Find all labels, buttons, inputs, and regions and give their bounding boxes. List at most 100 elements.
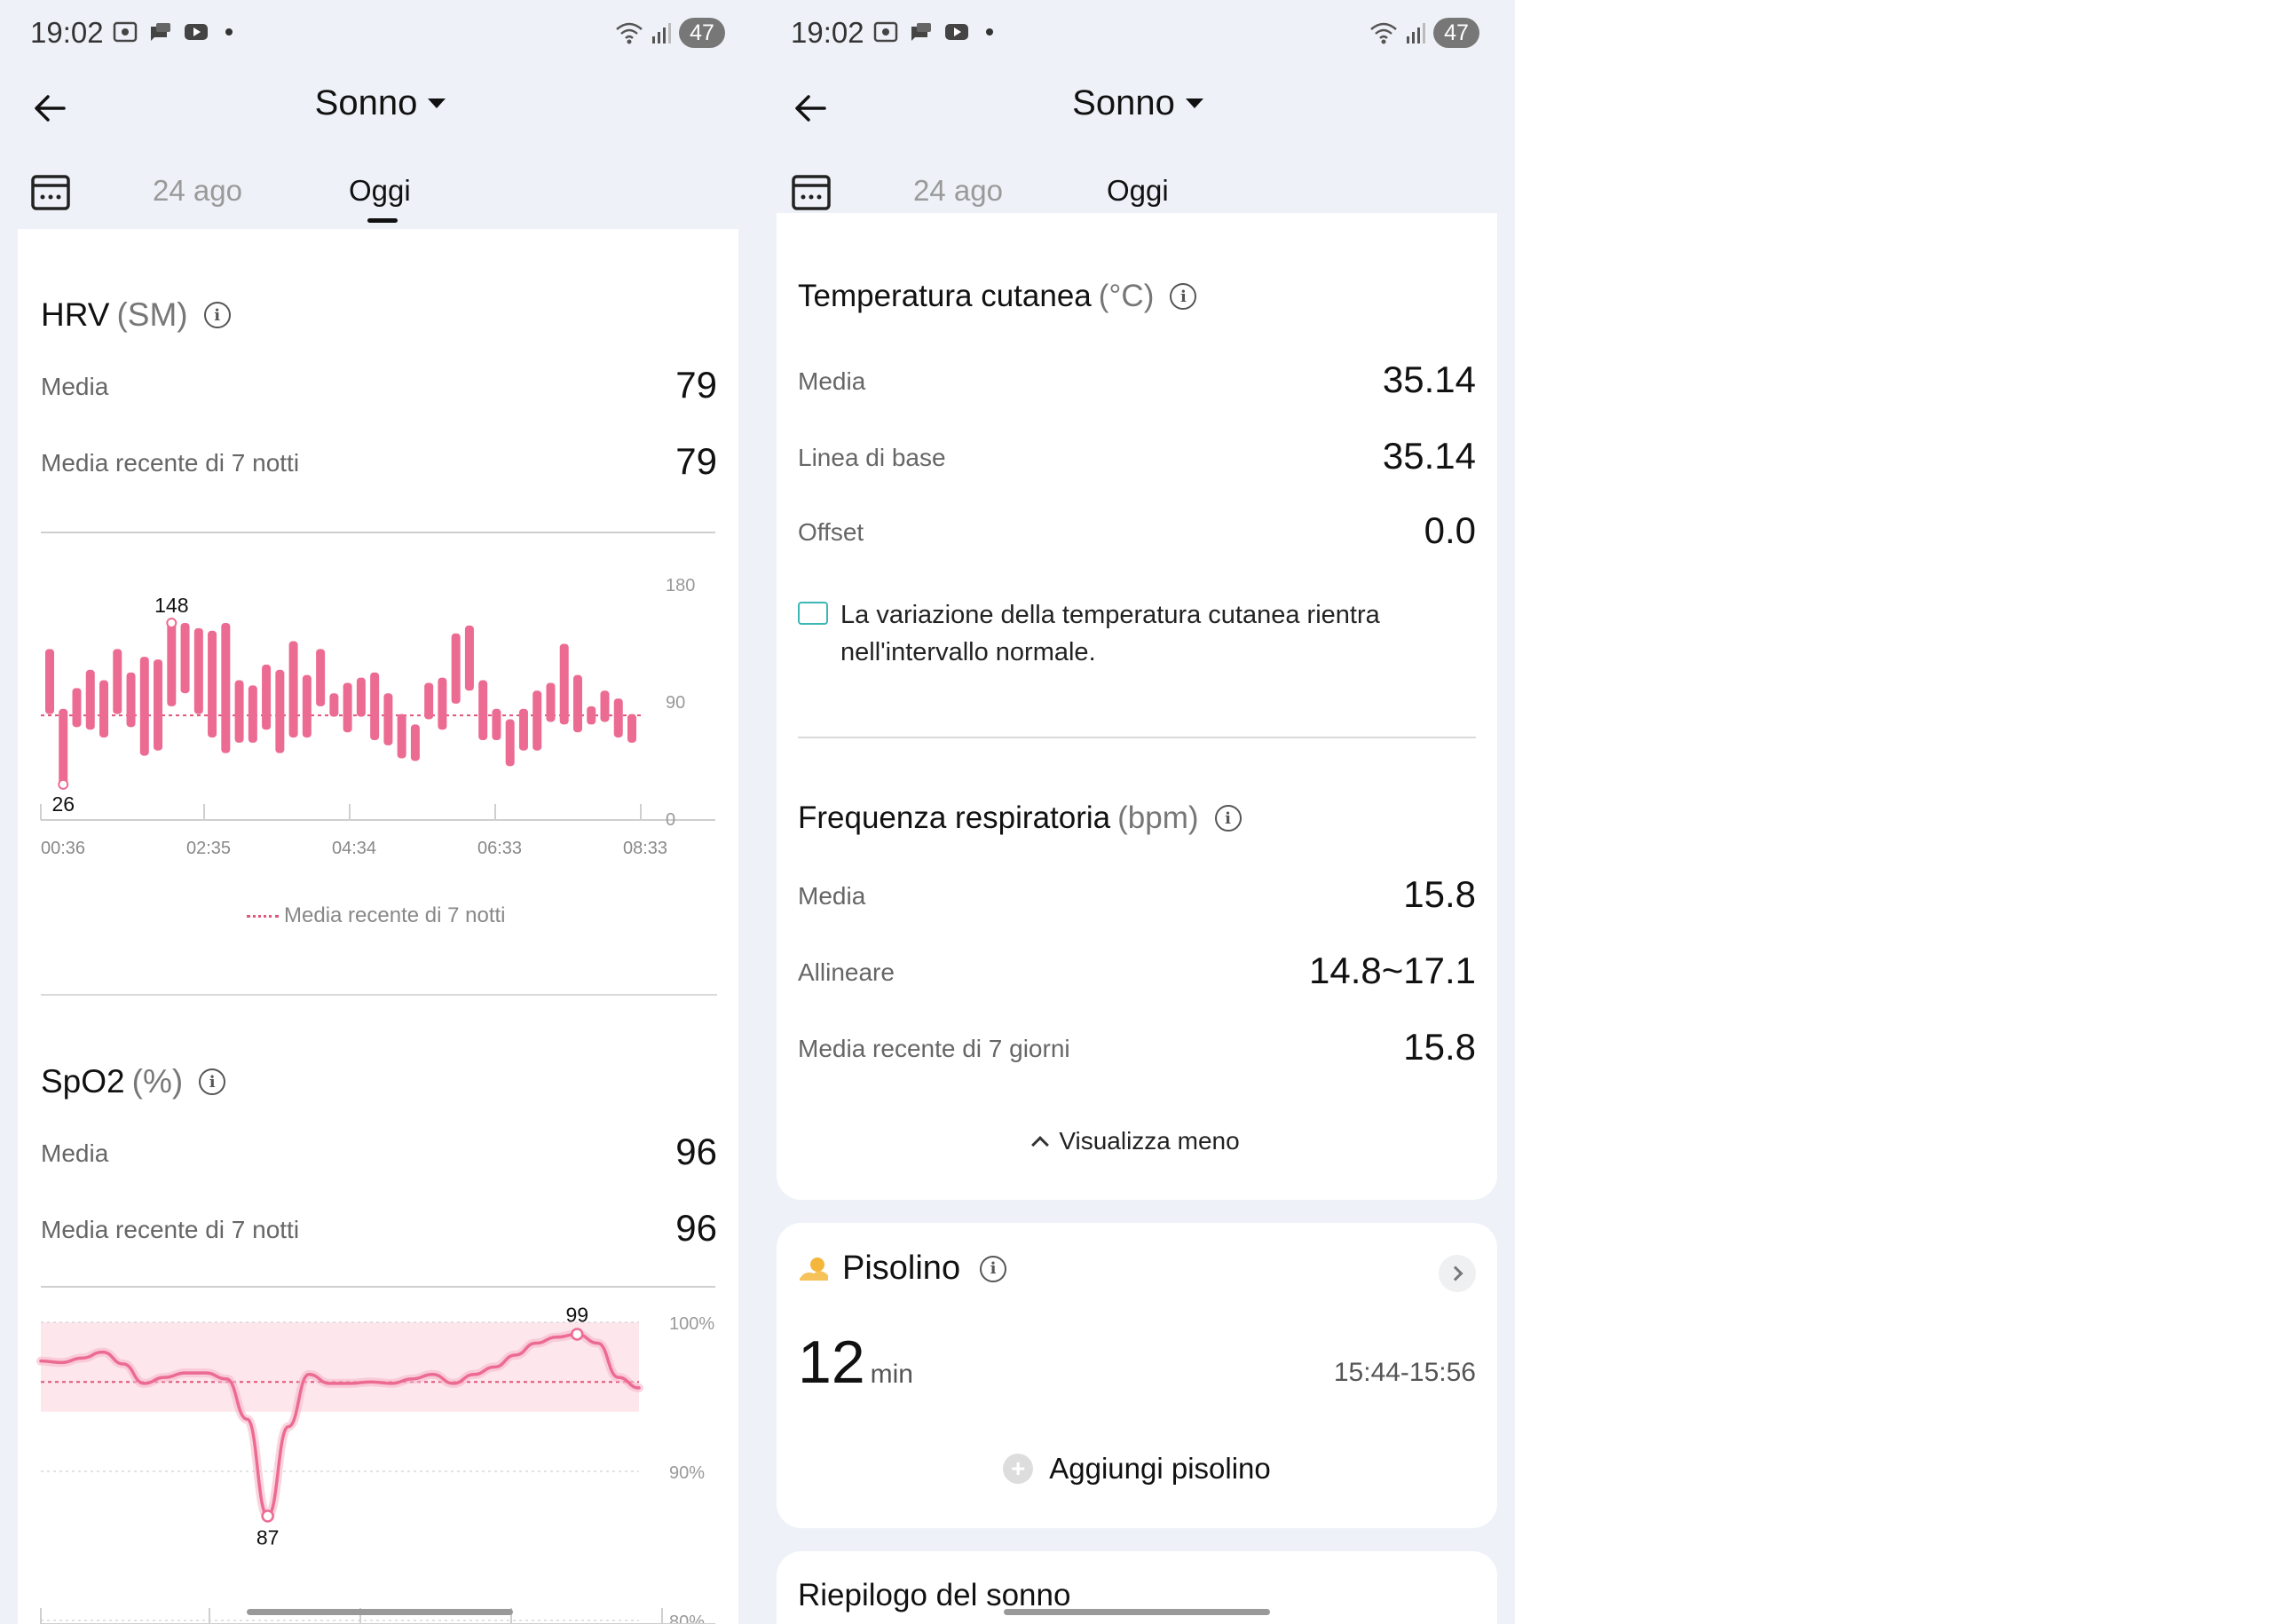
nap-details-button[interactable] xyxy=(1439,1255,1476,1292)
battery-indicator: 47 xyxy=(1433,18,1479,48)
hrv-bar xyxy=(248,685,257,743)
chevron-right-icon xyxy=(1448,1265,1463,1281)
hrv-bar xyxy=(518,708,528,751)
hrv-bar xyxy=(587,706,596,725)
tab-previous-day[interactable]: 24 ago xyxy=(913,174,1003,207)
nap-time-range: 15:44-15:56 xyxy=(1333,1358,1476,1387)
info-icon[interactable]: i xyxy=(1214,805,1242,832)
home-indicator[interactable] xyxy=(1004,1609,1270,1615)
vitals-card: Temperatura cutanea (°C) i Media 35.14 L… xyxy=(777,213,1497,1200)
stat-label: Media recente di 7 notti xyxy=(41,449,300,477)
min-point-marker xyxy=(261,1510,274,1523)
back-button[interactable] xyxy=(787,85,833,131)
tab-today[interactable]: Oggi xyxy=(349,174,411,207)
more-notifications-dot xyxy=(225,28,233,35)
max-point-marker xyxy=(166,618,178,628)
back-button[interactable] xyxy=(27,85,73,131)
stat-label: Allineare xyxy=(798,958,895,986)
youtube-icon xyxy=(945,24,968,40)
hrv-bar xyxy=(99,680,109,738)
calendar-icon[interactable] xyxy=(791,172,832,213)
hrv-bar xyxy=(262,664,272,730)
skin-temp-title: Temperatura cutanea (°C) i xyxy=(798,279,1197,314)
stat-value: 35.14 xyxy=(1382,359,1476,400)
nav-title-text: Sonno xyxy=(314,83,418,122)
calendar-icon[interactable] xyxy=(30,172,71,213)
info-icon[interactable]: i xyxy=(199,1068,226,1095)
info-icon[interactable]: i xyxy=(1170,283,1197,310)
hrv-legend: Media recente di 7 notti xyxy=(247,903,505,928)
hrv-bar xyxy=(154,659,163,751)
nap-card[interactable]: Pisolino i 12 min 15:44-15:56 + Aggiungi… xyxy=(777,1223,1497,1528)
spo2-media-row: Media 96 xyxy=(18,1127,738,1180)
message-icon xyxy=(151,23,170,41)
date-tab-bar: 24 ago Oggi xyxy=(0,160,761,227)
stat-label: Media xyxy=(41,373,109,400)
hrv-bar xyxy=(193,627,203,714)
back-arrow-icon xyxy=(795,95,826,122)
battery-indicator: 47 xyxy=(679,18,725,48)
status-time: 19:02 xyxy=(30,16,104,49)
hrv-bar xyxy=(126,672,136,728)
tab-previous-day[interactable]: 24 ago xyxy=(153,174,242,207)
min-point-marker xyxy=(58,778,69,790)
hrv-bar xyxy=(139,657,149,756)
hrv-bar xyxy=(316,649,326,706)
resp-unit: (bpm) xyxy=(1117,800,1199,835)
resp-row: Media recente di 7 giorni 15.8 xyxy=(777,1022,1497,1076)
signal-icon xyxy=(652,23,671,43)
resp-title: Frequenza respiratoria (bpm) i xyxy=(798,800,1242,836)
x-tick-label: 00:36 xyxy=(41,839,85,858)
wifi-icon xyxy=(1370,22,1397,44)
max-point-marker xyxy=(571,1328,584,1341)
skin-temp-row: Linea di base 35.14 xyxy=(777,431,1497,485)
max-value-label: 148 xyxy=(154,594,188,617)
nap-title-text: Pisolino xyxy=(842,1250,961,1287)
nap-sun-icon xyxy=(800,1257,828,1281)
nap-duration-unit: min xyxy=(870,1360,913,1389)
hrv-bar xyxy=(288,641,298,738)
add-nap-button[interactable]: + Aggiungi pisolino xyxy=(1003,1452,1271,1486)
note-text: La variazione della temperatura cutanea … xyxy=(840,601,1380,666)
hrv-bar xyxy=(85,669,95,730)
back-arrow-icon xyxy=(35,95,66,122)
info-icon[interactable]: i xyxy=(203,302,231,328)
show-less-button[interactable]: Visualizza meno xyxy=(1031,1127,1240,1155)
metrics-card: HRV (SM) i Media 79 Media recente di 7 n… xyxy=(18,229,738,1624)
sleep-type-dropdown[interactable]: Sonno xyxy=(315,83,446,123)
min-value-label: 87 xyxy=(256,1525,280,1549)
status-bar: 19:02 47 xyxy=(761,0,1515,67)
sleep-summary-title: Riepilogo del sonno xyxy=(798,1578,1071,1612)
hrv-bar xyxy=(424,682,434,720)
hrv-bar xyxy=(221,623,231,753)
skin-temp-row: Offset 0.0 xyxy=(777,506,1497,559)
hrv-bar xyxy=(600,690,610,722)
dropdown-caret-icon xyxy=(428,99,446,108)
tab-today[interactable]: Oggi xyxy=(1107,174,1169,207)
screenshot-icon xyxy=(873,21,898,43)
info-icon[interactable]: i xyxy=(980,1255,1007,1282)
stat-label: Offset xyxy=(798,518,864,546)
hrv-title: HRV (SM) i xyxy=(41,296,231,334)
y-tick-label: 180 xyxy=(666,576,695,595)
sleep-type-dropdown[interactable]: Sonno xyxy=(1072,83,1203,123)
hrv-bar xyxy=(208,630,217,738)
phone-screen-right: 19:02 47 Sonno 24 ago Oggi xyxy=(761,0,1515,1624)
home-indicator[interactable] xyxy=(247,1609,513,1615)
show-less-label: Visualizza meno xyxy=(1059,1127,1240,1155)
phone-screen-left: 19:02 47 Sonno 24 ago Oggi xyxy=(0,0,761,1624)
hrv-bar xyxy=(167,623,177,706)
y-tick-label: 90 xyxy=(666,693,685,713)
hrv-bar xyxy=(572,674,582,733)
skin-temp-row: Media 35.14 xyxy=(777,355,1497,408)
stat-value: 79 xyxy=(675,440,717,482)
section-divider xyxy=(798,737,1476,738)
stat-value: 15.8 xyxy=(1403,873,1476,915)
more-notifications-dot xyxy=(986,28,993,35)
spo2-chart: 100% 90% 80% 99 87 xyxy=(36,1286,715,1624)
hrv-bar xyxy=(464,625,474,691)
status-notification-icons xyxy=(112,20,233,44)
stat-label: Media xyxy=(41,1139,109,1167)
hrv-bar xyxy=(478,680,488,740)
wifi-icon xyxy=(616,22,643,44)
